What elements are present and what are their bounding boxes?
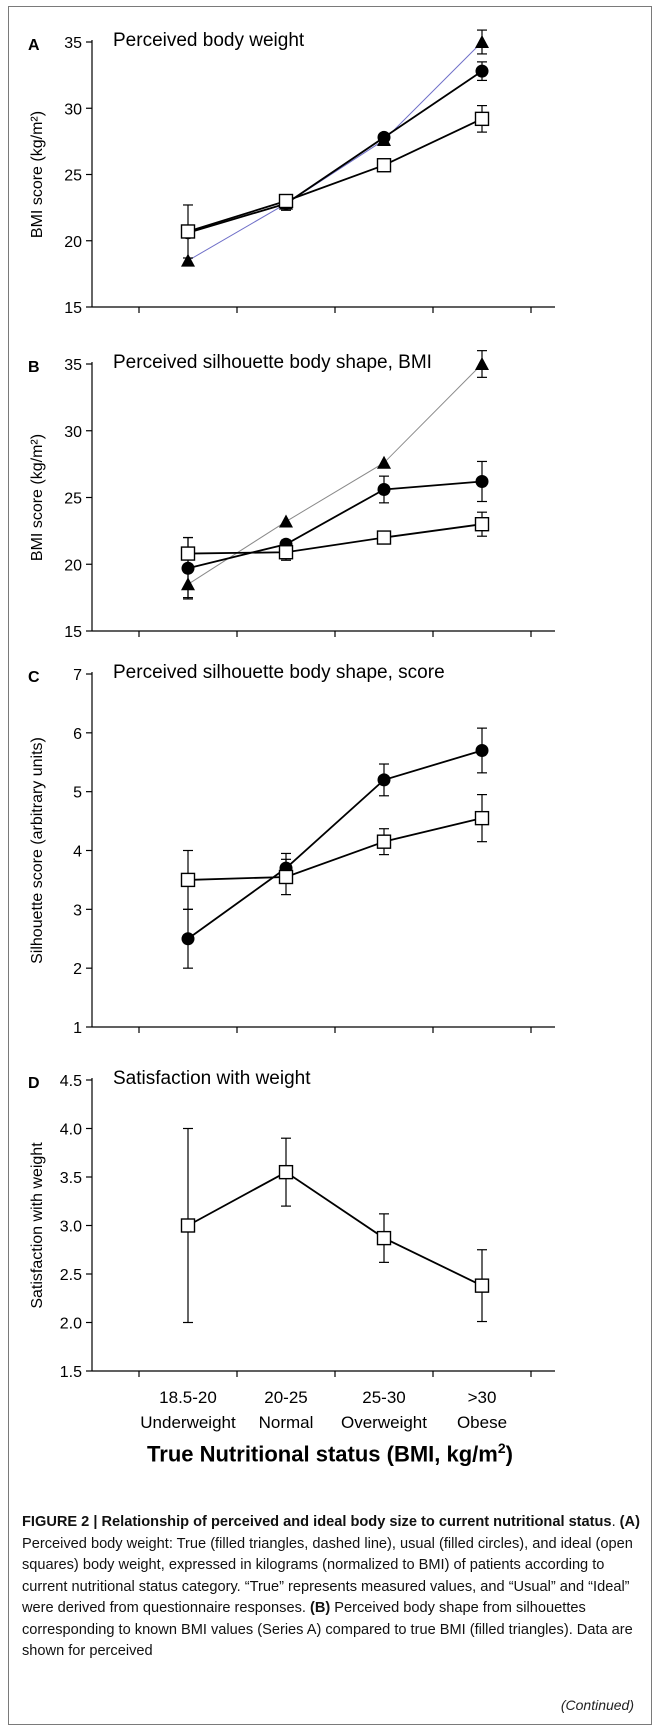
figure-frame <box>8 6 652 1725</box>
x-tick-label: >30 <box>468 1388 497 1407</box>
y-tick-label: 3 <box>73 902 82 919</box>
caption-a-label: (A) <box>619 1514 640 1530</box>
y-tick-label: 20 <box>64 557 82 574</box>
data-point-circle <box>181 932 195 946</box>
y-axis-label: BMI score (kg/m²) <box>29 111 46 238</box>
x-tick-label: 25-30 <box>362 1388 405 1407</box>
figure-caption: FIGURE 2 | Relationship of perceived and… <box>22 1514 640 1659</box>
data-point-circle <box>475 474 489 488</box>
panel-letter: B <box>28 359 40 376</box>
x-category-sublabel: Overweight <box>341 1413 427 1432</box>
chart-panel-b: 15 20 25 30 35 B Perceived silhouette body sha… <box>28 350 555 641</box>
data-point-square <box>376 834 392 849</box>
y-axis-label: Silhouette score (arbitrary units) <box>29 737 46 964</box>
panel-title: Perceived body weight <box>113 30 305 51</box>
data-point-triangle <box>377 455 391 469</box>
data-point-triangle <box>475 35 489 48</box>
data-point-square <box>376 1230 392 1246</box>
data-point-square <box>474 517 490 532</box>
data-point-square <box>474 111 490 127</box>
y-axis-label: Satisfaction with weight <box>29 1142 46 1309</box>
y-tick-label: 25 <box>64 491 82 508</box>
data-point-triangle <box>181 253 195 267</box>
series-line-square <box>187 817 483 881</box>
caption-b-text: Perceived body shape from silhouettes co… <box>22 1600 633 1659</box>
series-line-circle <box>187 480 483 570</box>
panel-title: Perceived silhouette body shape, score <box>113 662 445 683</box>
y-tick-label: 4.5 <box>60 1073 82 1090</box>
caption-a-text: Perceived body weight: True (filled tria… <box>22 1535 633 1617</box>
y-tick-label: 2.0 <box>60 1316 82 1333</box>
y-tick-label: 15 <box>64 300 82 317</box>
data-point-square <box>278 1164 294 1180</box>
data-point-square <box>278 869 294 885</box>
y-tick-label: 30 <box>64 424 82 441</box>
data-point-square <box>180 224 196 239</box>
chart-panel-c: 1 2 3 4 5 6 7 C Perceived silhouette body shape,… <box>28 662 555 1037</box>
data-point-circle <box>377 773 391 787</box>
caption-continued: (Continued) <box>560 1697 634 1713</box>
data-point-square <box>278 545 294 560</box>
data-point-triangle <box>475 357 489 370</box>
x-category-sublabel: Obese <box>457 1413 507 1432</box>
y-tick-label: 5 <box>73 785 82 802</box>
panel-title: Perceived silhouette body shape, BMI <box>113 352 432 373</box>
panel-title: Satisfaction with weight <box>113 1068 311 1089</box>
y-tick-label: 15 <box>64 624 82 641</box>
y-tick-label: 6 <box>73 726 82 743</box>
data-point-square <box>180 546 196 561</box>
data-point-square <box>376 530 392 545</box>
y-tick-label: 35 <box>64 35 82 52</box>
caption-title: FIGURE 2 | Relationship of perceived and… <box>22 1514 612 1530</box>
y-tick-label: 3.5 <box>60 1170 82 1187</box>
y-tick-label: 3.0 <box>60 1219 82 1236</box>
panel-letter: D <box>28 1075 40 1092</box>
series-line-square <box>187 1171 483 1287</box>
y-tick-label: 1.5 <box>60 1364 82 1381</box>
series-line-square <box>187 118 483 233</box>
data-point-square <box>278 193 294 209</box>
y-tick-label: 4 <box>73 844 82 861</box>
chart-panel-a: 15 20 25 30 35 A Perceived body weight BMI scor… <box>28 29 555 317</box>
panel-letter: C <box>28 669 40 686</box>
y-tick-label: 7 <box>73 667 82 684</box>
panel-letter: A <box>28 37 40 54</box>
series-line-circle <box>187 70 483 234</box>
data-point-circle <box>475 64 489 78</box>
data-point-circle <box>377 130 391 144</box>
data-point-square <box>474 810 490 826</box>
data-point-square <box>180 872 196 888</box>
y-tick-label: 25 <box>64 168 82 185</box>
series-line-triangle <box>187 363 483 585</box>
y-tick-label: 30 <box>64 101 82 118</box>
series-line-circle <box>187 749 483 940</box>
series-line-square <box>187 523 483 555</box>
caption-b-label: (B) <box>309 1600 331 1616</box>
data-point-triangle <box>279 514 293 528</box>
data-point-circle <box>475 743 489 757</box>
y-tick-label: 2 <box>73 961 82 978</box>
x-category-sublabel: Normal <box>259 1413 314 1432</box>
x-tick-label: 20-25 <box>264 1388 307 1407</box>
data-point-square <box>180 1218 196 1233</box>
x-category-sublabel: Underweight <box>140 1413 236 1432</box>
y-tick-label: 2.5 <box>60 1267 82 1284</box>
y-tick-label: 1 <box>73 1020 82 1037</box>
data-point-circle <box>377 482 391 496</box>
y-tick-label: 20 <box>64 234 82 251</box>
series-line-triangle <box>187 41 483 262</box>
x-tick-label: 18.5-20 <box>159 1388 217 1407</box>
chart-panel-d: 1.5 2.0 2.5 3.0 3.5 4.0 4.5 D Satisfaction with … <box>28 1068 555 1432</box>
y-axis-label: BMI score (kg/m²) <box>29 434 46 561</box>
data-point-square <box>376 158 392 173</box>
data-point-square <box>474 1278 490 1293</box>
y-tick-label: 35 <box>64 357 82 374</box>
y-tick-label: 4.0 <box>60 1122 82 1139</box>
x-axis-title: True Nutritional status (BMI, kg/m2) <box>147 1440 513 1467</box>
